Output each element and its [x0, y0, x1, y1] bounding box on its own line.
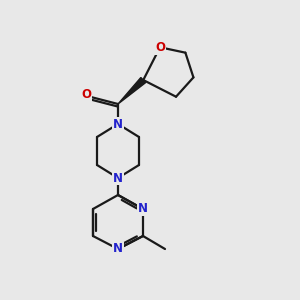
Polygon shape [118, 77, 146, 104]
Text: O: O [155, 41, 165, 54]
Text: N: N [113, 118, 123, 130]
Text: N: N [113, 172, 123, 184]
Text: N: N [113, 242, 123, 256]
Text: O: O [81, 88, 91, 101]
Text: N: N [138, 202, 148, 215]
